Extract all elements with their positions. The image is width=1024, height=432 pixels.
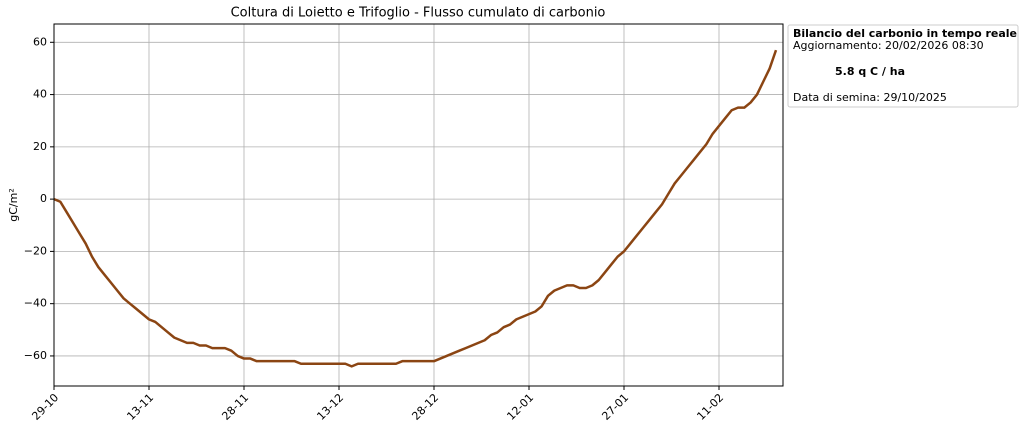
y-tick-label: 0 (40, 192, 47, 205)
info-title: Bilancio del carbonio in tempo reale (793, 27, 1017, 40)
info-box: Bilancio del carbonio in tempo reale Agg… (787, 24, 1019, 108)
chart-title: Coltura di Loietto e Trifoglio - Flusso … (231, 6, 606, 21)
plot-frame (53, 23, 784, 387)
y-tick-label: −40 (24, 297, 47, 310)
y-tick-label: 20 (33, 140, 47, 153)
info-value: 5.8 q C / ha (835, 65, 905, 78)
y-tick-label: 40 (33, 88, 47, 101)
y-tick-label: −20 (24, 244, 47, 257)
info-updated: Aggiornamento: 20/02/2026 08:30 (793, 39, 984, 52)
y-axis-label: gC/m² (7, 188, 20, 222)
y-tick-label: −60 (24, 349, 47, 362)
info-sowing: Data di semina: 29/10/2025 (793, 91, 947, 104)
data-line (53, 49, 778, 368)
info-frame (787, 24, 1019, 108)
y-tick-label: 60 (33, 35, 47, 48)
